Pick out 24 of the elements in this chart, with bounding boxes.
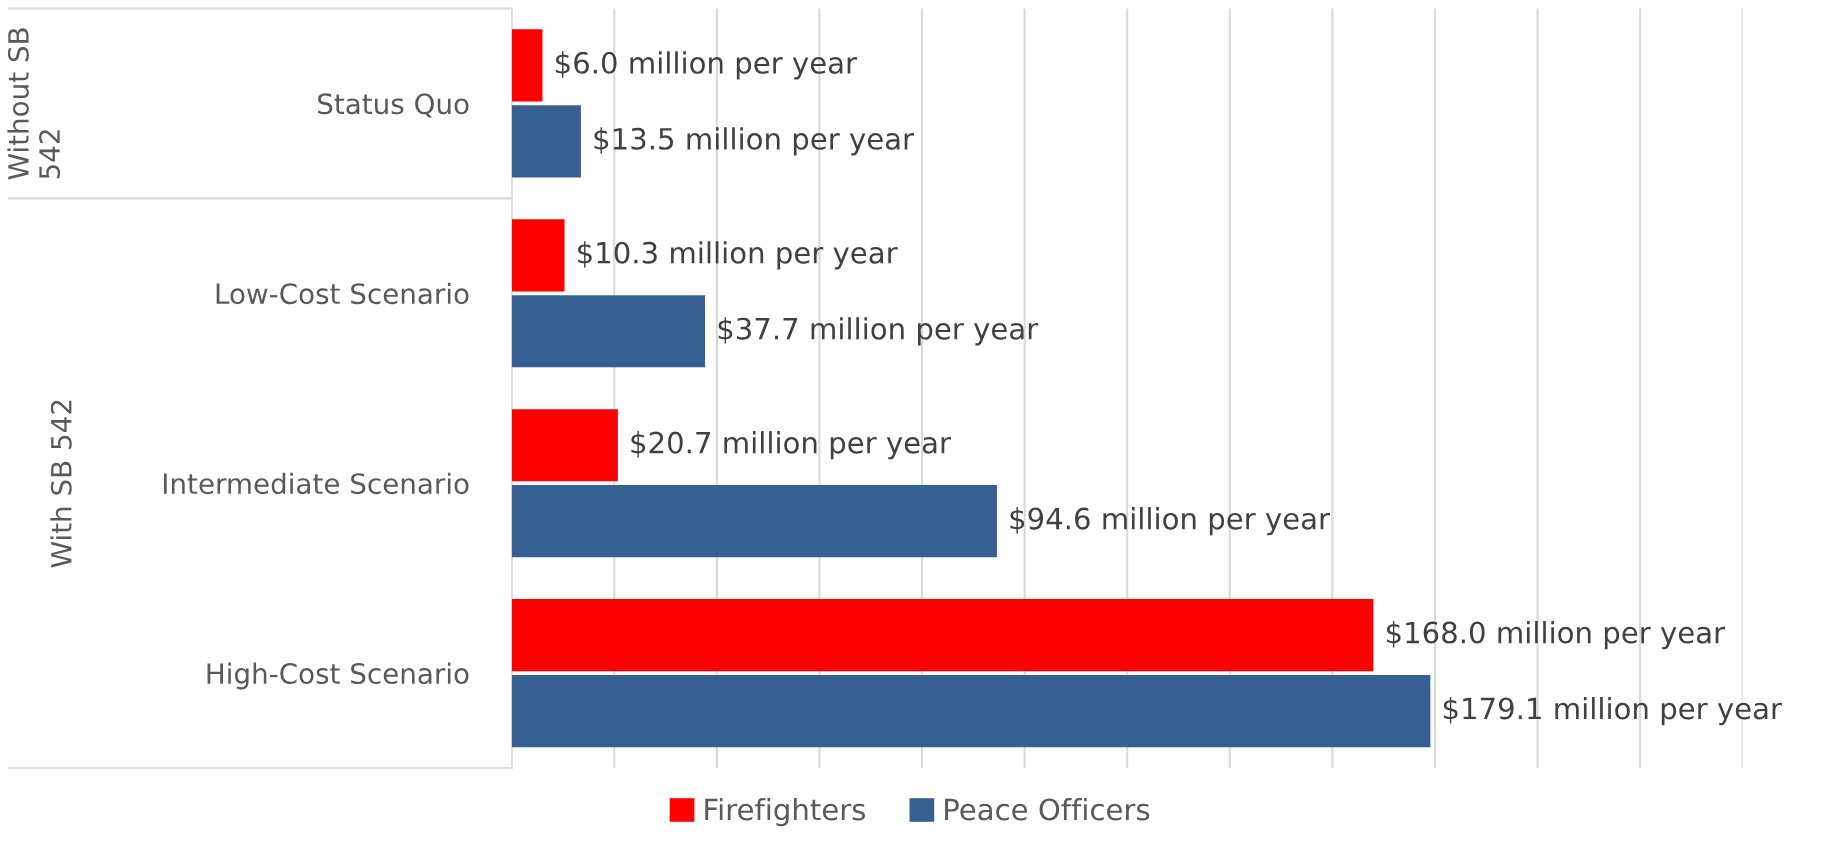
y-tick-label: Intermediate Scenario xyxy=(163,472,469,495)
bar xyxy=(511,409,618,482)
legend-label: Firefighters xyxy=(705,797,866,827)
data-label: $20.7 million per year xyxy=(631,431,951,460)
y-tick-label: Low-Cost Scenario xyxy=(216,282,469,305)
bar xyxy=(511,295,706,368)
data-label: $6.0 million per year xyxy=(556,51,858,80)
bar xyxy=(511,219,565,292)
data-label: $10.3 million per year xyxy=(578,241,898,270)
data-label: $168.0 million per year xyxy=(1386,621,1726,650)
text: Without SB 542 xyxy=(7,28,61,180)
bar xyxy=(511,485,997,558)
data-label: $37.7 million per year xyxy=(718,317,1039,346)
y-tick-label: High-Cost Scenario xyxy=(207,662,469,690)
text: With SB 542 xyxy=(50,400,72,568)
y-tick-label: Status Quo xyxy=(318,93,469,118)
bar xyxy=(511,599,1374,672)
data-label: $13.5 million per year xyxy=(594,127,915,156)
data-label: $179.1 million per year xyxy=(1443,696,1782,726)
bar xyxy=(511,674,1431,748)
bar xyxy=(511,105,581,178)
legend-label: Peace Officers xyxy=(945,797,1150,821)
data-label: $94.6 million per year xyxy=(1010,507,1331,536)
bar xyxy=(511,29,543,102)
